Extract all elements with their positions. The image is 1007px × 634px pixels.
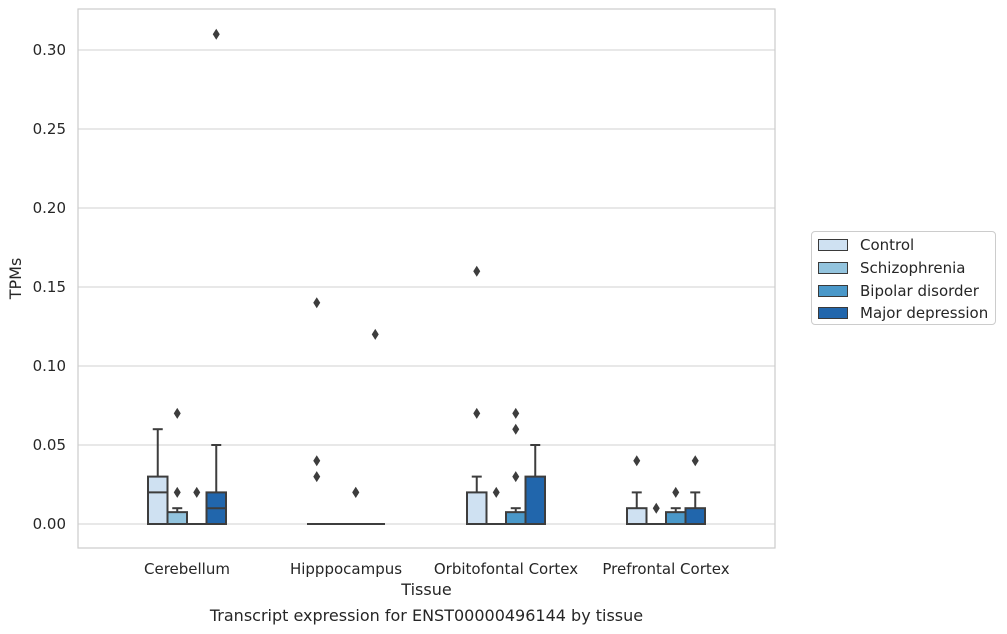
y-tick-label: 0.30	[33, 41, 66, 59]
box-body	[684, 507, 706, 526]
box-body	[524, 475, 546, 526]
outlier-point	[313, 471, 321, 483]
box-bipolar-disorder-1	[346, 486, 366, 525]
outlier-point	[473, 407, 481, 419]
chart-caption: Transcript expression for ENST0000049614…	[209, 606, 644, 625]
box-major-depression-3	[684, 455, 706, 526]
x-axis-title: Tissue	[400, 580, 451, 599]
box-schizophrenia-3	[646, 502, 666, 525]
outlier-point	[313, 455, 321, 467]
plot-frame	[77, 8, 776, 549]
box-major-depression-2	[524, 444, 546, 526]
box-schizophrenia-2	[486, 486, 506, 525]
box-control-3	[626, 455, 648, 526]
outlier-point	[313, 297, 321, 309]
legend: Control Schizophrenia Bipolar disorder M…	[811, 231, 996, 325]
x-tick-label: Prefrontal Cortex	[602, 560, 729, 578]
outlier-point	[173, 407, 181, 419]
box-body	[466, 491, 488, 525]
box-schizophrenia-0	[166, 407, 188, 526]
y-axis-title: TPMs	[6, 258, 25, 301]
legend-label-control: Control	[860, 236, 915, 254]
outlier-point	[512, 471, 520, 483]
box-bipolar-disorder-3	[665, 486, 687, 526]
legend-item-major-depression: Major depression	[818, 304, 988, 322]
legend-label-bipolar-disorder: Bipolar disorder	[860, 282, 979, 300]
box-control-1	[307, 297, 327, 525]
legend-item-control: Control	[818, 236, 914, 254]
outlier-point	[212, 28, 220, 40]
box-major-depression-1	[365, 328, 385, 525]
outlier-point	[691, 455, 699, 467]
box-body	[665, 511, 687, 526]
box-body	[626, 507, 648, 526]
grid-lines	[78, 49, 775, 525]
box-body	[147, 475, 169, 526]
legend-swatch-bipolar-disorder	[818, 285, 848, 297]
outlier-point	[652, 502, 660, 514]
y-tick-label: 0.25	[33, 120, 66, 138]
box-body	[166, 511, 188, 526]
y-tick-label: 0.20	[33, 199, 66, 217]
legend-label-major-depression: Major depression	[860, 304, 989, 322]
y-tick-label: 0.05	[33, 436, 66, 454]
legend-swatch-major-depression	[818, 307, 848, 319]
outlier-point	[352, 486, 360, 498]
legend-swatch-control	[818, 239, 848, 251]
x-tick-label: Orbitofontal Cortex	[434, 560, 578, 578]
y-tick-labels: 0.00 0.05 0.10 0.15 0.20 0.25 0.30	[33, 41, 66, 533]
outlier-point	[633, 455, 641, 467]
x-tick-label: Hipppocampus	[290, 560, 402, 578]
legend-label-schizophrenia: Schizophrenia	[860, 259, 966, 277]
legend-item-schizophrenia: Schizophrenia	[818, 259, 965, 277]
outlier-point	[173, 486, 181, 498]
outlier-point	[512, 423, 520, 435]
box-bipolar-disorder-2	[505, 407, 527, 526]
box-control-2	[466, 265, 488, 525]
box-bipolar-disorder-0	[187, 486, 207, 525]
y-tick-label: 0.10	[33, 357, 66, 375]
y-tick-label: 0.00	[33, 515, 66, 533]
box-layer	[147, 28, 706, 526]
y-tick-label: 0.15	[33, 278, 66, 296]
outlier-point	[492, 486, 500, 498]
x-tick-labels: Cerebellum Hipppocampus Orbitofontal Corte…	[144, 560, 730, 578]
outlier-point	[473, 265, 481, 277]
outlier-point	[193, 486, 201, 498]
outlier-point	[512, 407, 520, 419]
box-body	[505, 511, 527, 526]
box-control-0	[147, 428, 169, 526]
box-major-depression-0	[205, 28, 227, 525]
legend-swatch-schizophrenia	[818, 262, 848, 274]
outlier-point	[371, 328, 379, 340]
x-tick-label: Cerebellum	[144, 560, 230, 578]
legend-item-bipolar-disorder: Bipolar disorder	[818, 282, 979, 300]
outlier-point	[672, 486, 680, 498]
